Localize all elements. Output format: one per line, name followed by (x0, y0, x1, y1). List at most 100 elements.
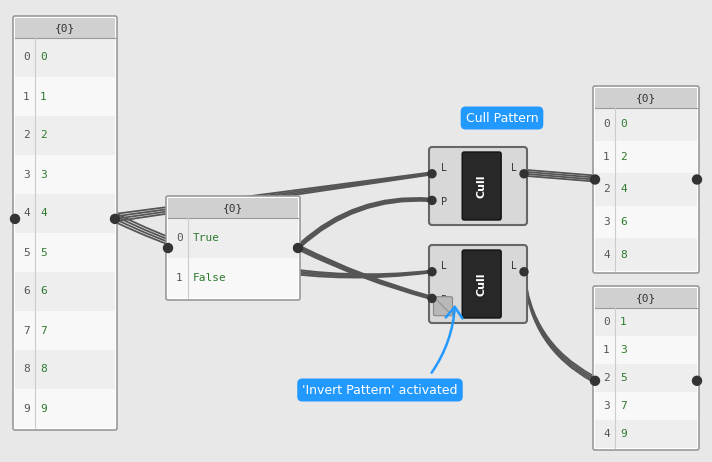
Text: 4: 4 (603, 429, 609, 439)
Bar (15, 272, 115, 311)
Bar (595, 308, 697, 336)
Bar (15, 116, 115, 155)
Circle shape (293, 243, 303, 253)
Text: 2: 2 (23, 130, 30, 140)
Bar (168, 198, 298, 218)
FancyBboxPatch shape (166, 196, 300, 300)
Text: 2: 2 (603, 184, 609, 195)
Circle shape (693, 377, 701, 385)
Text: 1: 1 (620, 317, 627, 327)
Circle shape (590, 175, 600, 184)
Bar (15, 155, 115, 194)
Text: {0}: {0} (55, 23, 75, 33)
Bar (595, 108, 697, 140)
Bar (595, 140, 697, 173)
Text: 5: 5 (620, 373, 627, 383)
Text: 1: 1 (603, 345, 609, 355)
Text: 0: 0 (23, 53, 30, 62)
Bar (15, 18, 115, 38)
FancyBboxPatch shape (429, 245, 527, 323)
Text: 9: 9 (40, 403, 47, 413)
Text: 6: 6 (23, 286, 30, 297)
Text: 7: 7 (23, 326, 30, 335)
FancyArrowPatch shape (300, 248, 429, 297)
FancyBboxPatch shape (462, 152, 501, 220)
Text: 9: 9 (23, 403, 30, 413)
Text: {0}: {0} (636, 93, 656, 103)
Text: {0}: {0} (636, 293, 656, 303)
Bar (595, 420, 697, 448)
Bar (15, 194, 115, 233)
Text: 5: 5 (23, 248, 30, 257)
Bar (168, 258, 298, 298)
FancyArrowPatch shape (117, 214, 429, 274)
FancyBboxPatch shape (434, 297, 453, 316)
Text: 'Invert Pattern' activated: 'Invert Pattern' activated (303, 383, 458, 396)
Circle shape (110, 214, 120, 224)
Bar (15, 233, 115, 272)
Text: 0: 0 (603, 119, 609, 129)
Bar (15, 311, 115, 350)
FancyArrowPatch shape (300, 251, 429, 298)
Text: 8: 8 (23, 365, 30, 375)
Circle shape (11, 214, 19, 224)
Bar (595, 88, 697, 108)
Text: {0}: {0} (223, 203, 243, 213)
Text: 2: 2 (620, 152, 627, 162)
Text: 1: 1 (40, 91, 47, 102)
Circle shape (693, 175, 701, 184)
Text: 0: 0 (603, 317, 609, 327)
Text: 5: 5 (40, 248, 47, 257)
Text: 2: 2 (40, 130, 47, 140)
Text: 8: 8 (620, 249, 627, 260)
Circle shape (520, 268, 528, 276)
FancyArrowPatch shape (117, 217, 429, 275)
Text: True: True (193, 233, 220, 243)
Text: 1: 1 (23, 91, 30, 102)
Text: L: L (511, 163, 517, 173)
Text: L: L (511, 261, 517, 271)
Text: 9: 9 (620, 429, 627, 439)
Circle shape (428, 170, 436, 178)
Text: 3: 3 (620, 345, 627, 355)
Text: L: L (441, 261, 446, 271)
Circle shape (590, 377, 600, 385)
Bar (595, 173, 697, 206)
FancyArrowPatch shape (431, 307, 462, 373)
FancyBboxPatch shape (593, 286, 699, 450)
Text: 3: 3 (23, 170, 30, 180)
Circle shape (428, 196, 436, 204)
Bar (168, 218, 298, 258)
Bar (15, 38, 115, 77)
Bar (595, 206, 697, 238)
Text: 6: 6 (620, 217, 627, 227)
FancyArrowPatch shape (300, 198, 429, 243)
Text: 1: 1 (176, 273, 183, 283)
Text: 4: 4 (603, 249, 609, 260)
Text: 0: 0 (620, 119, 627, 129)
Text: 6: 6 (40, 286, 47, 297)
FancyArrowPatch shape (524, 271, 592, 376)
FancyArrowPatch shape (524, 274, 592, 379)
Text: 8: 8 (40, 365, 47, 375)
FancyBboxPatch shape (593, 86, 699, 273)
Circle shape (428, 268, 436, 276)
FancyArrowPatch shape (300, 201, 429, 248)
Text: 4: 4 (40, 208, 47, 219)
Text: Cull Pattern: Cull Pattern (466, 111, 538, 124)
Text: L: L (441, 163, 446, 173)
Bar (595, 238, 697, 271)
Text: 1: 1 (603, 152, 609, 162)
Bar (595, 336, 697, 364)
FancyArrowPatch shape (524, 277, 592, 382)
Text: 3: 3 (40, 170, 47, 180)
Text: 7: 7 (40, 326, 47, 335)
FancyArrowPatch shape (117, 223, 429, 278)
Circle shape (428, 294, 436, 303)
Text: 4: 4 (23, 208, 30, 219)
FancyBboxPatch shape (462, 250, 501, 318)
Text: 4: 4 (620, 184, 627, 195)
Text: 3: 3 (603, 401, 609, 411)
Text: 3: 3 (603, 217, 609, 227)
Bar (15, 350, 115, 389)
